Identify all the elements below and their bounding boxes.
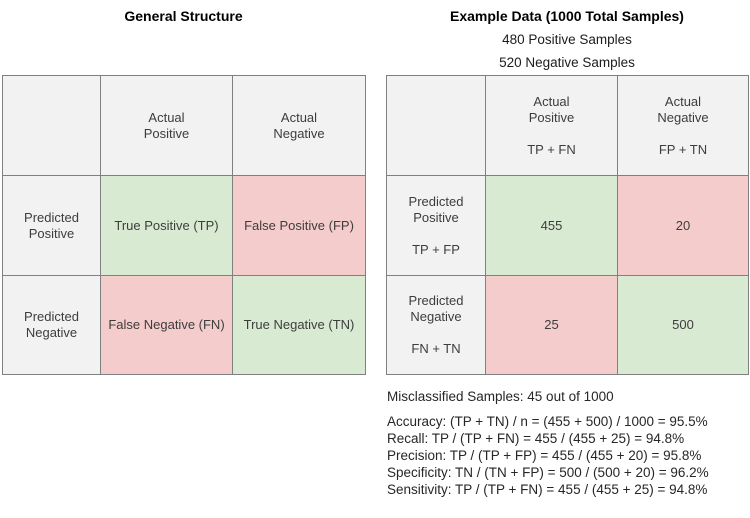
predicted-negative-header: Predicted Negative (2, 275, 101, 375)
example-data-table: Actual Positive TP + FN Actual Negative … (386, 75, 749, 375)
actual-positive-header: Actual Positive (100, 75, 233, 176)
actual-negative-header: Actual Negative (232, 75, 366, 176)
accuracy-line: Accuracy: (TP + TN) / n = (455 + 500) / … (387, 414, 708, 429)
true-negative-cell: True Negative (TN) (232, 275, 366, 375)
misclassified-samples-line: Misclassified Samples: 45 out of 1000 (387, 389, 614, 404)
general-structure-table: Actual Positive Actual Negative Predicte… (2, 75, 366, 375)
true-positive-cell: True Positive (TP) (100, 175, 233, 276)
predicted-positive-header: Predicted Positive (2, 175, 101, 276)
tp-count-cell: 455 (485, 175, 618, 276)
recall-line: Recall: TP / (TP + FN) = 455 / (455 + 25… (387, 431, 685, 446)
right-panel-header: Example Data (1000 Total Samples) 480 Po… (386, 8, 748, 71)
right-panel-title: Example Data (1000 Total Samples) (450, 8, 684, 24)
metrics-summary: Misclassified Samples: 45 out of 1000 Ac… (387, 388, 747, 498)
corner-cell (2, 75, 101, 176)
false-positive-cell: False Positive (FP) (232, 175, 366, 276)
tn-count-cell: 500 (617, 275, 749, 375)
sensitivity-line: Sensitivity: TP / (TP + FN) = 455 / (455… (387, 482, 708, 497)
predicted-positive-sum-header: Predicted Positive TP + FP (386, 175, 486, 276)
precision-line: Precision: TP / (TP + FP) = 455 / (455 +… (387, 448, 702, 463)
negative-samples-subtitle: 520 Negative Samples (499, 55, 635, 70)
positive-samples-subtitle: 480 Positive Samples (502, 32, 632, 47)
actual-negative-sum-header: Actual Negative FP + TN (617, 75, 749, 176)
actual-positive-sum-header: Actual Positive TP + FN (485, 75, 618, 176)
fn-count-cell: 25 (485, 275, 618, 375)
fp-count-cell: 20 (617, 175, 749, 276)
left-panel-title: General Structure (124, 8, 243, 24)
false-negative-cell: False Negative (FN) (100, 275, 233, 375)
corner-cell (386, 75, 486, 176)
specificity-line: Specificity: TN / (TN + FP) = 500 / (500… (387, 465, 709, 480)
predicted-negative-sum-header: Predicted Negative FN + TN (386, 275, 486, 375)
